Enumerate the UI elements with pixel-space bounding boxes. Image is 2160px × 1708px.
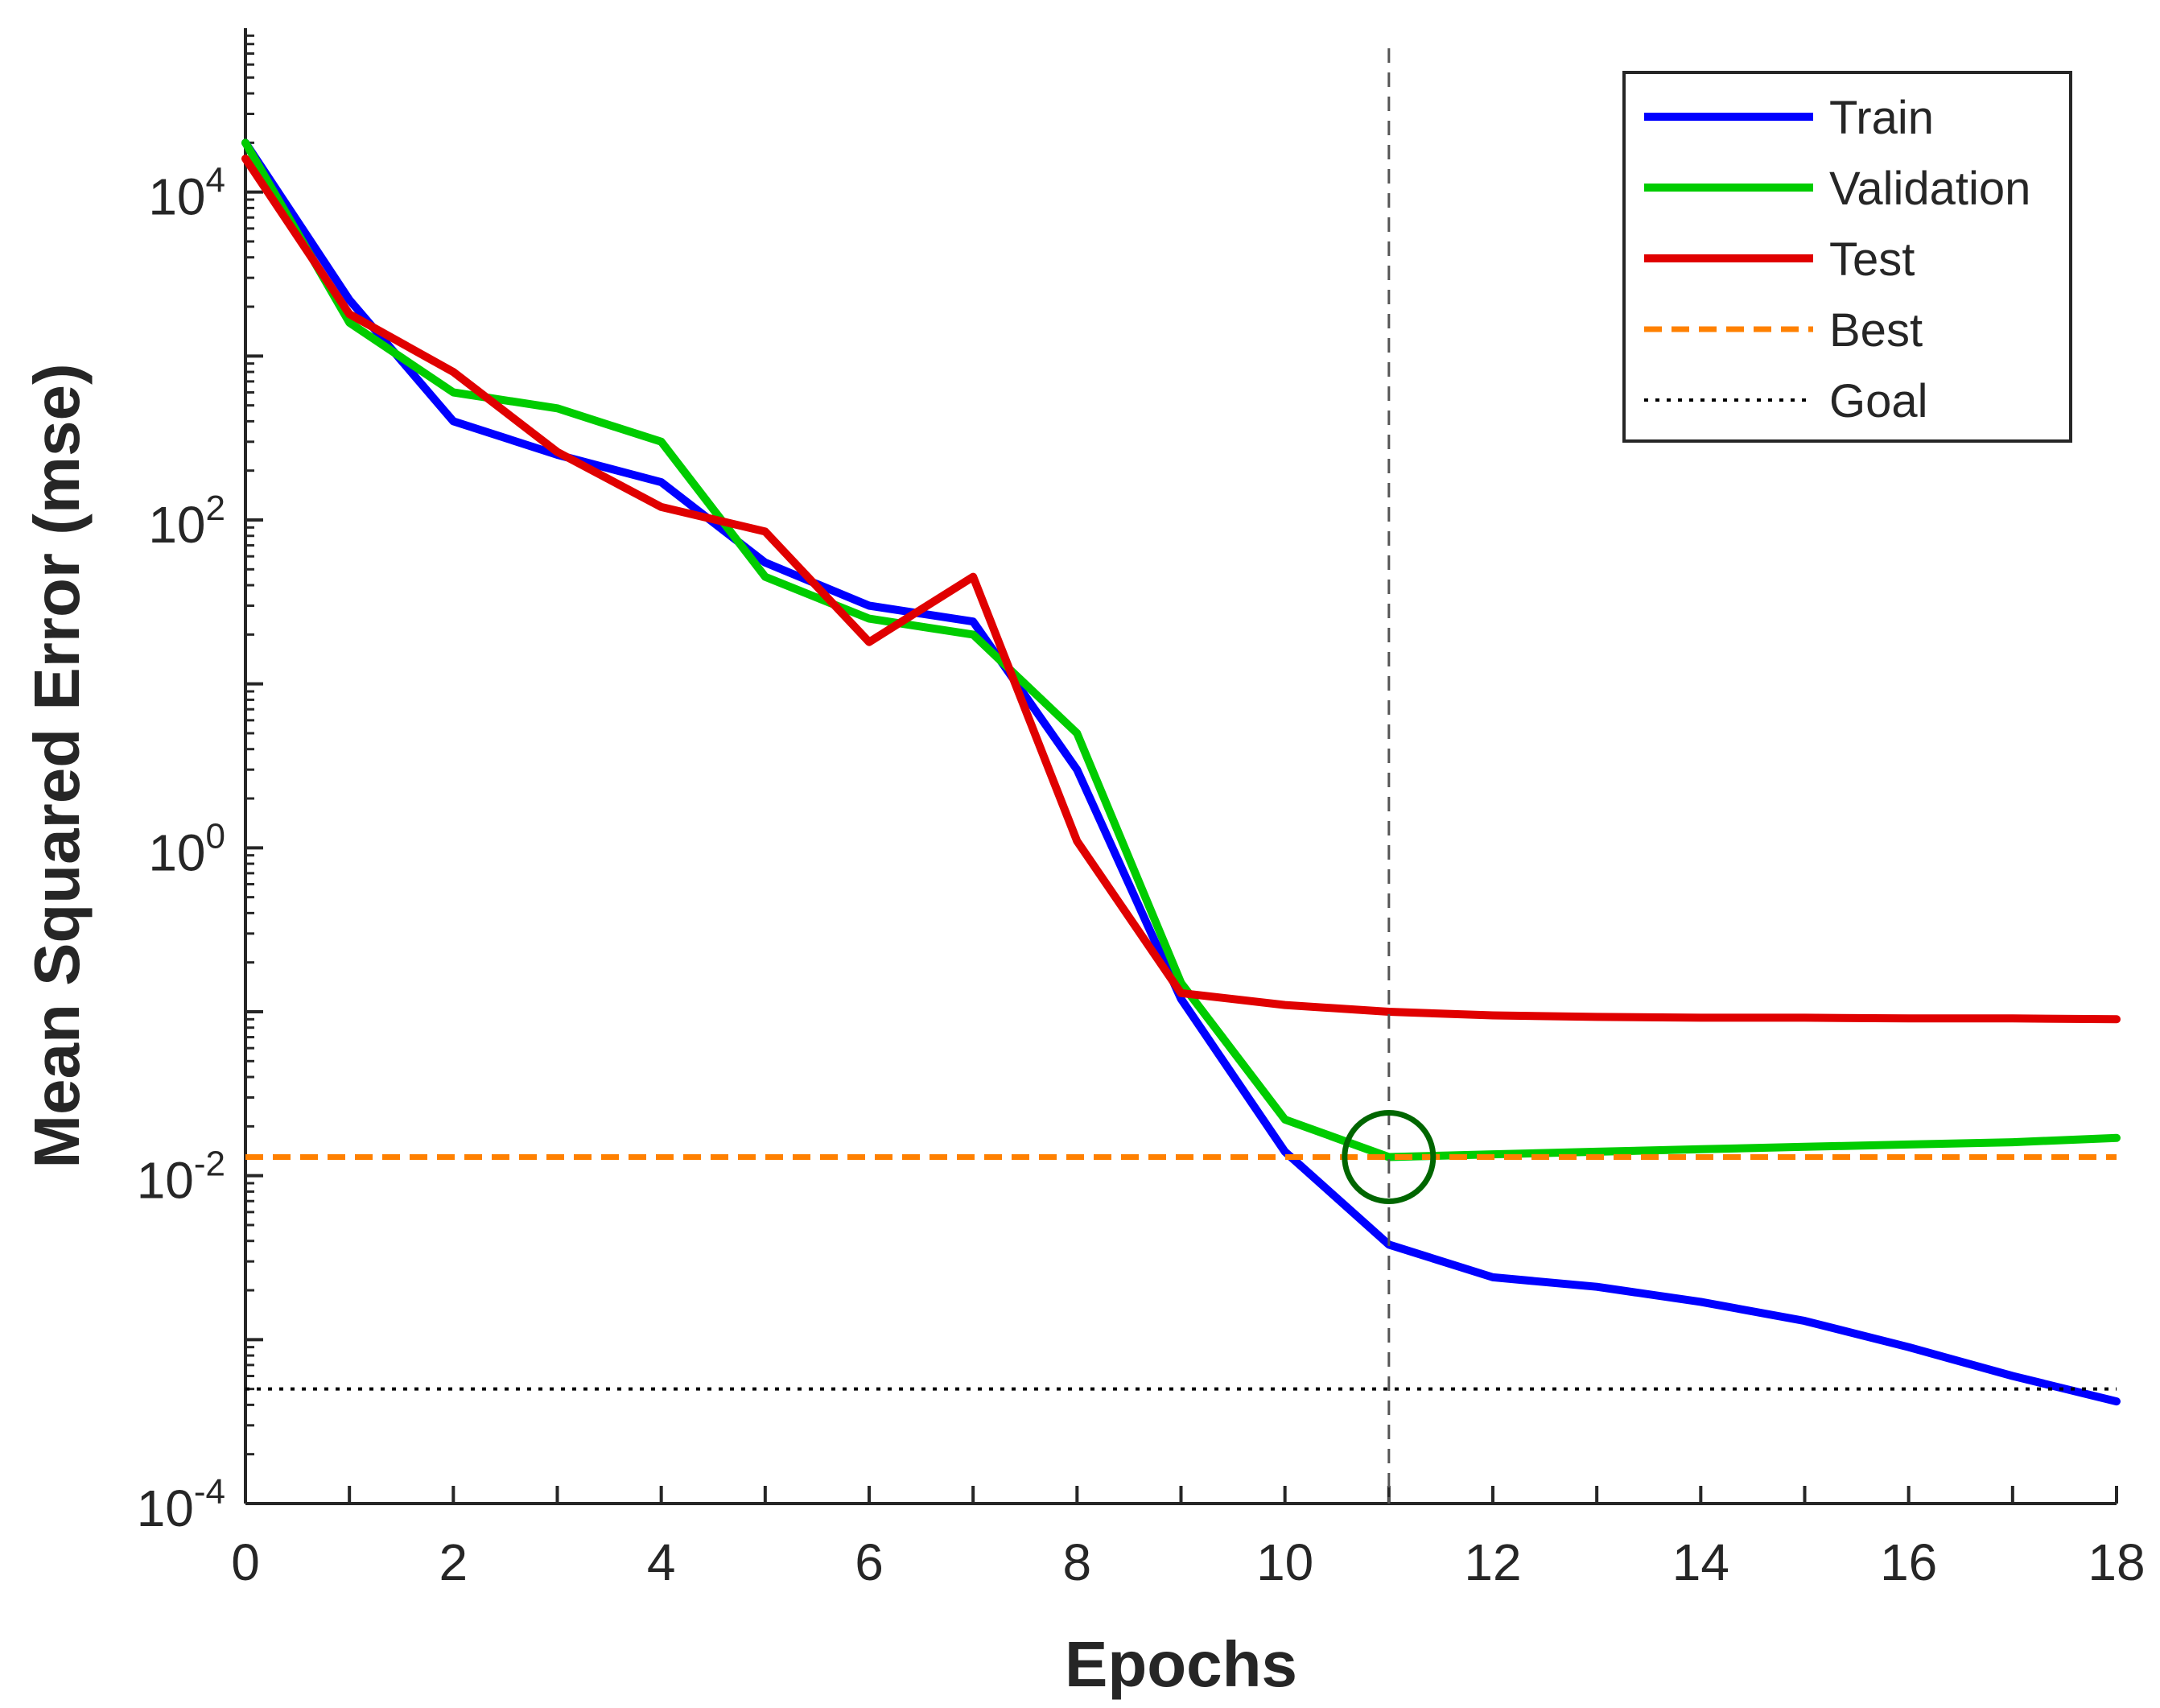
label-layer: Epochs Mean Squared Error (mse) 0 2 4 6 8 10 1… bbox=[21, 161, 2146, 1700]
legend-box bbox=[1622, 71, 2072, 443]
y-tick-label: 10-4 bbox=[137, 1472, 225, 1537]
best-marker-circle bbox=[1342, 1109, 1437, 1204]
y-axis-title: Mean Squared Error (mse) bbox=[21, 363, 93, 1168]
y-tick-label: 102 bbox=[148, 489, 225, 554]
x-tick-label: 18 bbox=[2088, 1533, 2145, 1591]
x-tick-label: 2 bbox=[439, 1533, 468, 1591]
series-layer bbox=[241, 48, 2121, 1504]
x-tick-label: 10 bbox=[1256, 1533, 1313, 1591]
y-tick-label: 10-2 bbox=[137, 1145, 225, 1210]
legend-label-test: Test bbox=[1829, 233, 1915, 286]
x-tick-label: 16 bbox=[1880, 1533, 1937, 1591]
x-tick-label: 4 bbox=[647, 1533, 676, 1591]
axes-layer bbox=[244, 28, 2118, 1505]
legend: Train Validation Test Best Goal bbox=[1622, 71, 2072, 443]
x-tick-label: 8 bbox=[1063, 1533, 1092, 1591]
y-tick-label: 104 bbox=[148, 161, 225, 226]
x-tick-label: 12 bbox=[1464, 1533, 1521, 1591]
series-line-test bbox=[241, 155, 2121, 1024]
series-line-validation bbox=[241, 138, 2121, 1161]
legend-label-best: Best bbox=[1829, 304, 1923, 357]
y-tick-label: 100 bbox=[148, 816, 225, 881]
legend-label-validation: Validation bbox=[1829, 163, 2030, 215]
x-tick-label: 6 bbox=[855, 1533, 884, 1591]
x-tick-label: 0 bbox=[231, 1533, 260, 1591]
x-tick-label: 14 bbox=[1672, 1533, 1729, 1591]
legend-label-goal: Goal bbox=[1829, 375, 1928, 427]
legend-label-train: Train bbox=[1829, 92, 1934, 144]
x-axis-title: Epochs bbox=[1065, 1628, 1297, 1700]
